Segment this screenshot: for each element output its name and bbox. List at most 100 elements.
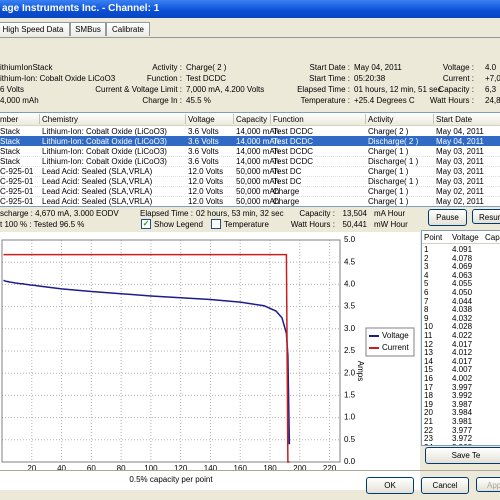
table-cell: 50,000 mAh <box>236 167 280 176</box>
field-label: Capacity : <box>299 209 335 218</box>
column-header[interactable]: Start Date <box>436 115 473 124</box>
ok-button[interactable]: OK <box>366 477 414 494</box>
column-header[interactable]: Chemistry <box>42 115 79 124</box>
point-cell: 19 <box>424 399 433 409</box>
field-label: Charge In : <box>142 96 182 105</box>
field-label: Start Date : <box>309 63 350 72</box>
field-value: 4.0 <box>485 63 497 72</box>
row-line <box>0 156 500 157</box>
point-cell: 3.972 <box>452 434 473 444</box>
pause-button[interactable]: Pause <box>428 209 467 226</box>
title-bar <box>0 0 500 18</box>
point-cell: 3.987 <box>452 399 473 409</box>
save-button[interactable]: Save Te <box>425 447 500 464</box>
column-header[interactable]: Voltage <box>188 115 215 124</box>
table-cell: Test DCDC <box>273 147 314 156</box>
column-header[interactable]: mber <box>0 115 19 124</box>
table-header <box>0 113 500 126</box>
field-value: Charge( 2 ) <box>186 63 227 72</box>
row-line <box>0 176 500 177</box>
point-cell: 3 <box>424 262 429 272</box>
column-header[interactable]: Capacity <box>236 115 268 124</box>
table-cell: Charge( 1 ) <box>368 187 409 196</box>
y-tick-label: 4.5 <box>344 257 356 266</box>
point-cell: 4.038 <box>452 305 473 315</box>
column-header[interactable]: Function <box>273 115 304 124</box>
table-cell: 12.0 Volts <box>188 167 224 176</box>
point-cell: 3.984 <box>452 408 473 418</box>
point-cell: 8 <box>424 305 429 315</box>
point-cell: 23 <box>424 434 433 444</box>
point-cell: 24 <box>424 443 433 445</box>
table-cell: Test DCDC <box>273 137 314 146</box>
table-cell: Stack <box>0 157 21 166</box>
table-cell: Test DC <box>273 167 302 176</box>
column-divider <box>185 114 186 124</box>
resume-button[interactable]: Resum <box>472 209 500 224</box>
series-line <box>3 253 290 463</box>
table-cell: C-925-01 <box>0 197 34 206</box>
table-cell: Charge <box>273 197 300 206</box>
cancel-button[interactable]: Cancel <box>421 477 469 494</box>
field-label: Watt Hours : <box>290 220 335 229</box>
point-cell: 4.022 <box>452 331 473 340</box>
table-cell: May 03, 2011 <box>436 157 484 166</box>
point-cell: 4.032 <box>452 313 473 323</box>
field-value: 05:20:38 <box>354 74 386 83</box>
table-cell: Charge( 1 ) <box>368 147 409 156</box>
point-cell: 4.050 <box>452 288 473 297</box>
field-label: Capacity : <box>438 85 474 94</box>
x-tick-label: 200 <box>293 464 307 473</box>
field-value: 45.5 % <box>186 96 211 105</box>
table-cell: Lead Acid: Sealed (SLA,VRLA) <box>42 187 153 196</box>
table-cell: Lead Acid: Sealed (SLA,VRLA) <box>42 177 153 186</box>
series-line <box>3 279 291 445</box>
tab[interactable]: High Speed Data <box>0 22 70 36</box>
table-cell: C-925-01 <box>0 177 34 186</box>
x-tick-label: 100 <box>144 464 158 473</box>
tab[interactable]: SMBus <box>70 22 106 36</box>
row-line <box>0 196 500 197</box>
point-cell: 4.017 <box>452 339 473 349</box>
table-cell: May 04, 2011 <box>436 137 484 146</box>
point-cell: 4.028 <box>452 322 473 332</box>
field-value: Test DCDC <box>186 74 227 83</box>
y-tick-label: 3.0 <box>344 324 356 333</box>
checkbox[interactable] <box>211 219 221 229</box>
legend-label: Current <box>382 343 409 352</box>
table-cell: 50,000 mAh <box>236 177 280 186</box>
table-cell: 3.6 Volts <box>188 147 219 156</box>
point-cell: 13 <box>424 348 433 358</box>
x-tick-label: 80 <box>117 464 126 473</box>
table-cell: 3.6 Volts <box>188 157 219 166</box>
table-cell: 14,000 mAh <box>236 147 280 156</box>
table-cell: 3.6 Volts <box>188 137 219 146</box>
y-tick-label: 1.5 <box>344 391 356 400</box>
table-cell: 50,000 mAh <box>236 197 280 206</box>
field-unit: mA Hour <box>374 209 406 218</box>
column-header[interactable]: Activity <box>368 115 394 124</box>
y-tick-label: 0.5 <box>344 435 356 444</box>
discharge-info: scharge : 4,670 mA, 3.000 EODV <box>0 209 119 218</box>
column-header[interactable]: Voltage <box>452 233 479 242</box>
column-divider <box>233 114 234 124</box>
point-cell: 6 <box>424 288 429 297</box>
point-cell: 11 <box>424 331 433 340</box>
field-value: +25.4 Degrees C <box>354 96 415 105</box>
x-tick-label: 140 <box>204 464 218 473</box>
table-cell: 14,000 mAh <box>236 137 280 146</box>
column-header[interactable]: Point <box>424 233 443 242</box>
column-header[interactable]: Capacity <box>485 233 500 242</box>
point-cell: 4.069 <box>452 262 473 272</box>
tab[interactable]: Calibrate <box>106 22 150 36</box>
table-cell: May 02, 2011 <box>436 197 484 206</box>
header-line <box>422 243 500 244</box>
table-cell: 12.0 Volts <box>188 177 224 186</box>
apply-button[interactable]: Appl <box>476 477 500 492</box>
x-tick-label: 180 <box>263 464 277 473</box>
field-label: Temperature : <box>300 96 350 105</box>
legend-label: Voltage <box>382 331 409 340</box>
table-cell: 14,000 mAh <box>236 127 280 136</box>
checkbox[interactable]: ✓ <box>141 219 151 229</box>
table-cell: C-925-01 <box>0 187 34 196</box>
